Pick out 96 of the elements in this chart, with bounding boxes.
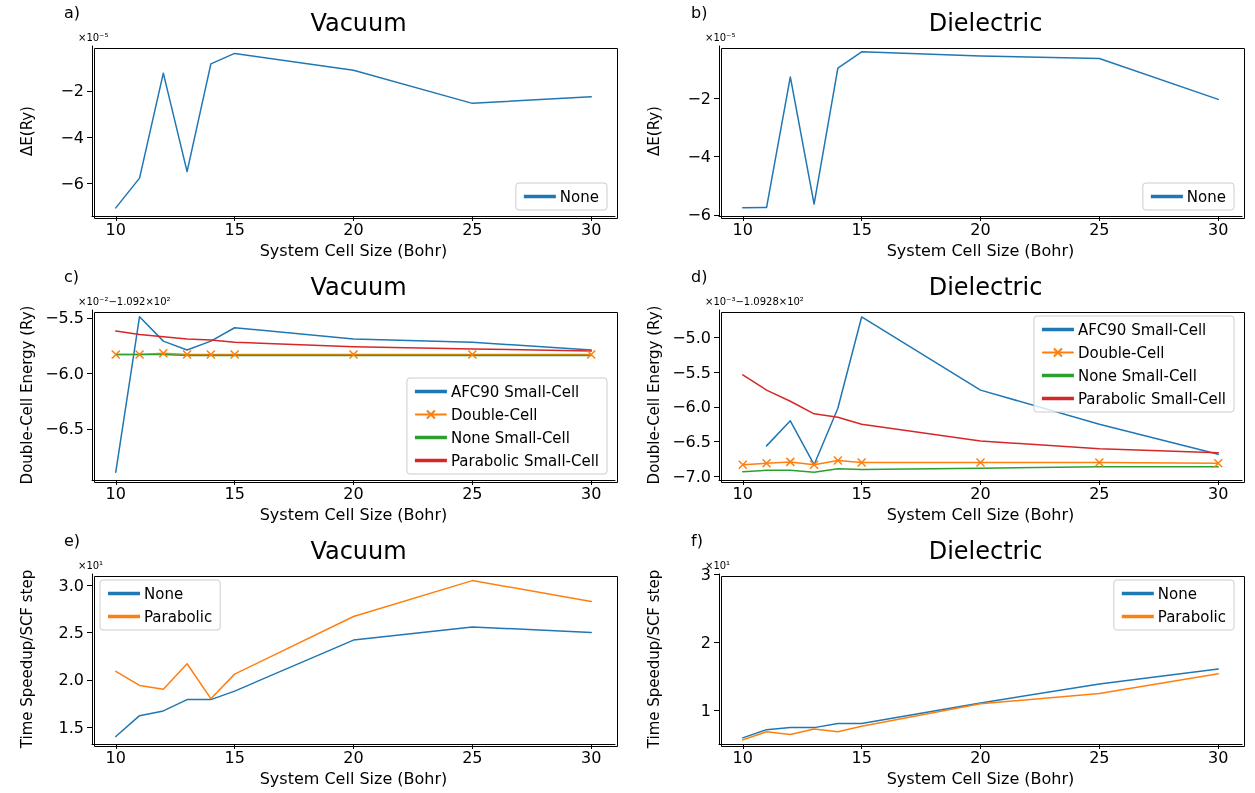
legend-label: AFC90 Small-Cell — [1077, 320, 1207, 339]
x-tick-label: 20 — [970, 483, 991, 503]
y-tick-label: 1 — [700, 701, 711, 721]
x-tick-label: 25 — [1089, 747, 1110, 767]
y-axis-title: Time Speedup/SCF step — [644, 569, 663, 750]
text: ×10⁻⁵ — [705, 31, 736, 43]
x-tick-label: 15 — [224, 219, 245, 239]
text: b) — [691, 2, 708, 22]
x-tick-label: 10 — [732, 219, 753, 239]
y-tick-label: −5.5 — [672, 362, 711, 382]
text: ×10⁻⁵ — [78, 31, 109, 43]
x-axis-title: System Cell Size (Bohr) — [886, 240, 1075, 260]
y-tick-label: −2 — [60, 81, 84, 101]
x-tick-label: 10 — [105, 747, 126, 767]
chart-title: Vacuum — [310, 9, 407, 37]
y-tick-label: −2 — [687, 88, 711, 108]
x-tick-label: 15 — [851, 219, 872, 239]
text: c) — [64, 266, 80, 286]
x-axis-title: System Cell Size (Bohr) — [886, 768, 1075, 788]
x-tick-label: 10 — [105, 483, 126, 503]
y-tick-label: −7.0 — [672, 467, 711, 487]
y-tick-label: 2.0 — [58, 670, 84, 690]
x-axis-title: System Cell Size (Bohr) — [886, 504, 1075, 524]
chart-title: Dielectric — [928, 273, 1043, 301]
x-tick-label: 20 — [343, 219, 364, 239]
chart-title: Vacuum — [310, 537, 407, 565]
text: a) — [64, 2, 81, 22]
x-tick-label: 30 — [1208, 219, 1229, 239]
x-tick-label: 10 — [732, 483, 753, 503]
chart-title: Dielectric — [928, 537, 1043, 565]
x-tick-label: 30 — [581, 747, 602, 767]
legend-label: Parabolic Small-Cell — [450, 451, 600, 470]
x-tick-label: 10 — [732, 747, 753, 767]
x-tick-label: 15 — [851, 483, 872, 503]
y-tick-label: −6.0 — [45, 363, 84, 383]
legend-label: None — [1186, 187, 1227, 206]
chart-title: Vacuum — [310, 273, 407, 301]
x-tick-label: 30 — [581, 219, 602, 239]
x-tick-label: 15 — [224, 747, 245, 767]
legend-label: Parabolic Small-Cell — [1077, 389, 1227, 408]
legend-label: None — [144, 584, 184, 603]
x-tick-label: 25 — [1089, 219, 1110, 239]
legend-label: None Small-Cell — [450, 428, 570, 447]
y-tick-label: −4 — [687, 147, 711, 167]
x-tick-label: 20 — [970, 747, 991, 767]
y-tick-label: −6.5 — [45, 419, 84, 439]
x-tick-label: 15 — [224, 483, 245, 503]
text: d) — [691, 266, 708, 286]
line-series — [115, 579, 592, 700]
x-tick-label: 20 — [970, 219, 991, 239]
text: ×10⁻²−1.092×10² — [78, 295, 171, 307]
y-tick-label: −6.0 — [672, 397, 711, 417]
chart-title: Dielectric — [928, 9, 1043, 37]
text: ×10¹ — [78, 559, 104, 571]
y-axis-title: ΔE(Ry) — [644, 106, 663, 156]
text: e) — [64, 530, 81, 550]
x-tick-label: 25 — [462, 483, 483, 503]
x-axis-title: System Cell Size (Bohr) — [259, 504, 448, 524]
x-tick-label: 25 — [462, 219, 483, 239]
x-axis-title: System Cell Size (Bohr) — [259, 768, 448, 788]
legend-label: Parabolic — [1157, 607, 1226, 626]
text: f) — [691, 530, 703, 550]
y-axis-title: Time Speedup/SCF step — [17, 569, 36, 750]
x-tick-label: 25 — [1089, 483, 1110, 503]
y-tick-label: −6 — [60, 174, 84, 194]
legend-label: None — [1157, 584, 1197, 603]
legend-label: Parabolic — [144, 607, 213, 626]
x-tick-label: 30 — [1208, 483, 1229, 503]
y-tick-label: 2.5 — [58, 623, 84, 643]
x-axis-title: System Cell Size (Bohr) — [259, 240, 448, 260]
y-tick-label: 1.5 — [58, 717, 84, 737]
legend-label: None Small-Cell — [1077, 366, 1197, 385]
y-tick-label: −5.5 — [45, 308, 84, 328]
legend-label: Double-Cell — [1077, 343, 1165, 362]
y-tick-label: 2 — [700, 632, 711, 652]
x-tick-label: 10 — [105, 219, 126, 239]
y-tick-label: −4 — [60, 127, 84, 147]
line-series — [115, 330, 592, 352]
y-axis-title: Double-Cell Energy (Ry) — [644, 305, 663, 485]
x-tick-label: 30 — [1208, 747, 1229, 767]
legend-label: AFC90 Small-Cell — [450, 382, 580, 401]
legend-label: Double-Cell — [450, 405, 538, 424]
text: ×10⁻³−1.0928×10² — [705, 295, 804, 307]
x-tick-label: 20 — [343, 483, 364, 503]
y-axis-title: ΔE(Ry) — [17, 106, 36, 156]
y-tick-label: −5.0 — [672, 327, 711, 347]
x-tick-label: 20 — [343, 747, 364, 767]
y-tick-label: 3.0 — [58, 575, 84, 595]
x-tick-label: 30 — [581, 483, 602, 503]
y-tick-label: −6 — [687, 205, 711, 225]
y-tick-label: −6.5 — [672, 432, 711, 452]
line-series — [115, 626, 592, 738]
x-tick-label: 25 — [462, 747, 483, 767]
legend-label: None — [559, 187, 600, 206]
x-tick-label: 15 — [851, 747, 872, 767]
y-axis-title: Double-Cell Energy (Ry) — [17, 305, 36, 485]
